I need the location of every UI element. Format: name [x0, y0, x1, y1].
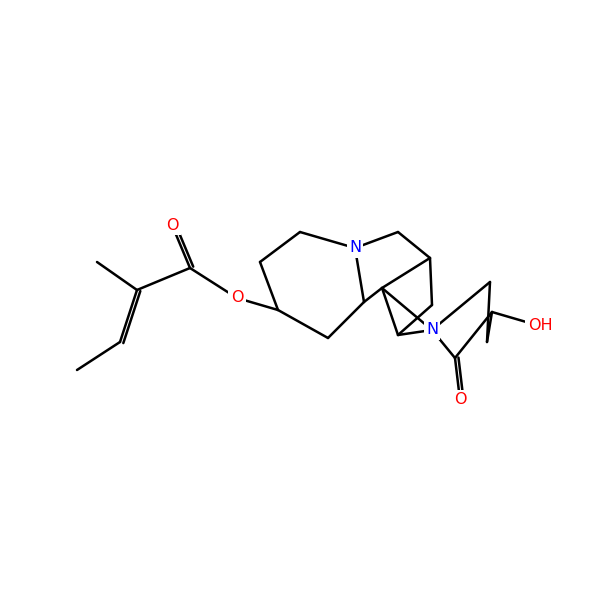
- Text: N: N: [349, 241, 361, 256]
- Text: N: N: [426, 323, 438, 337]
- Text: O: O: [231, 290, 243, 305]
- Text: O: O: [454, 392, 466, 407]
- Text: O: O: [166, 217, 178, 232]
- Text: OH: OH: [527, 319, 553, 334]
